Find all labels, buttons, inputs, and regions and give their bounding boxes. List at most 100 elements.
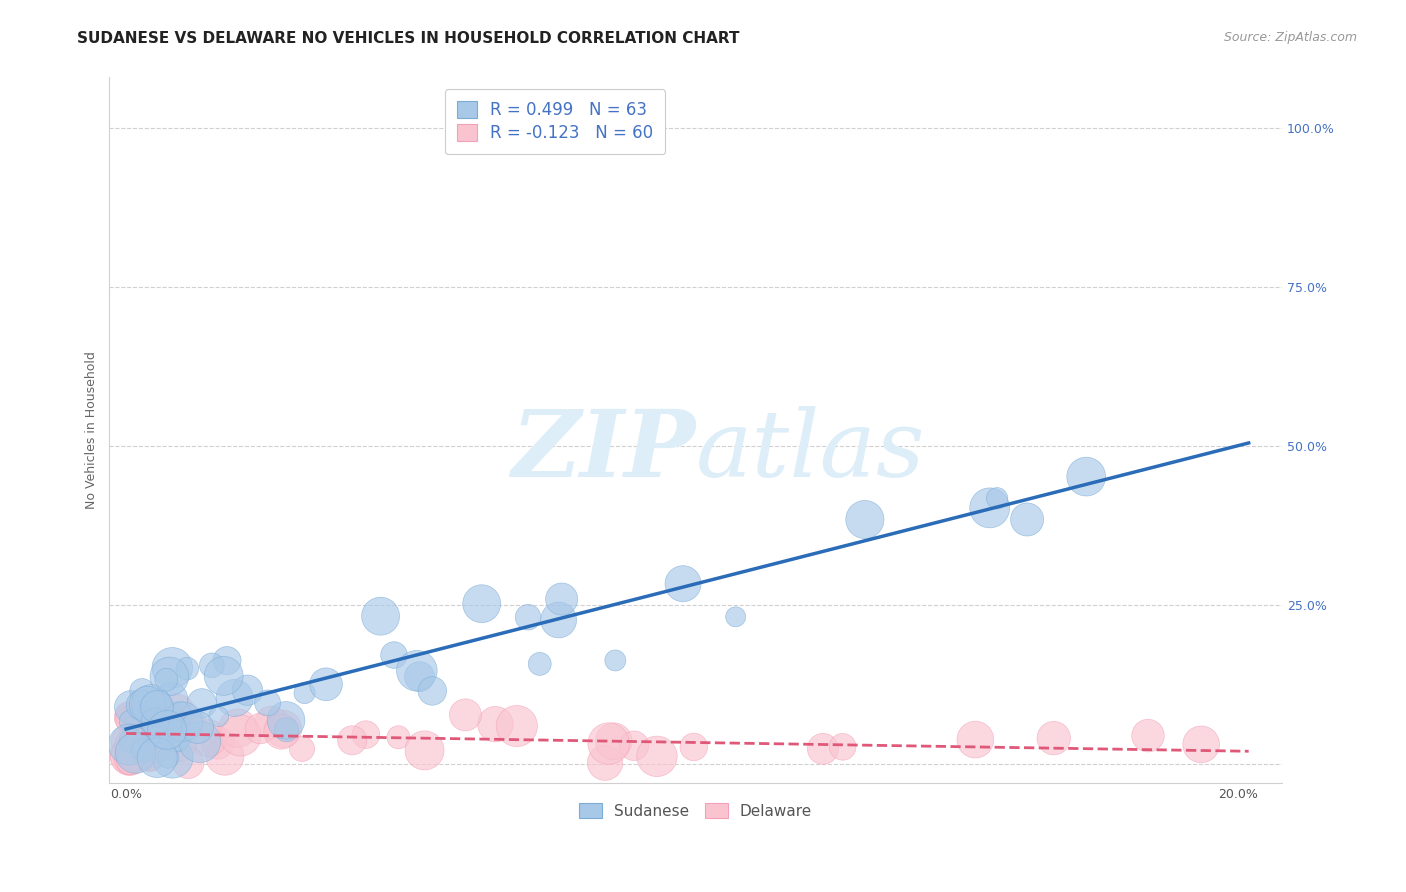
- Point: [382, 648, 405, 662]
- Point: [118, 738, 141, 752]
- Point: [831, 739, 853, 754]
- Point: [1017, 512, 1039, 526]
- Point: [118, 756, 141, 770]
- Point: [132, 718, 155, 732]
- Point: [120, 714, 142, 728]
- Point: [340, 733, 363, 747]
- Point: [672, 576, 695, 591]
- Point: [118, 707, 141, 722]
- Point: [260, 715, 283, 730]
- Point: [547, 613, 569, 627]
- Point: [506, 719, 529, 733]
- Point: [125, 706, 148, 721]
- Legend: Sudanese, Delaware: Sudanese, Delaware: [574, 797, 818, 825]
- Point: [145, 739, 167, 754]
- Point: [118, 710, 141, 724]
- Point: [408, 670, 430, 684]
- Point: [127, 721, 149, 735]
- Point: [136, 708, 159, 723]
- Point: [138, 693, 160, 707]
- Point: [249, 722, 271, 736]
- Point: [291, 742, 314, 756]
- Point: [413, 743, 436, 757]
- Point: [118, 735, 141, 749]
- Point: [146, 720, 169, 734]
- Point: [682, 739, 704, 754]
- Point: [294, 686, 316, 700]
- Point: [124, 739, 146, 753]
- Point: [141, 698, 163, 712]
- Point: [420, 684, 443, 698]
- Text: atlas: atlas: [696, 407, 925, 497]
- Point: [271, 722, 294, 736]
- Point: [167, 737, 190, 751]
- Point: [124, 746, 146, 760]
- Point: [315, 677, 337, 691]
- Point: [188, 735, 211, 749]
- Point: [226, 721, 249, 735]
- Text: Source: ZipAtlas.com: Source: ZipAtlas.com: [1223, 31, 1357, 45]
- Point: [165, 729, 187, 743]
- Point: [270, 724, 292, 739]
- Point: [1076, 469, 1098, 483]
- Point: [623, 739, 645, 753]
- Point: [157, 750, 180, 764]
- Point: [143, 714, 166, 729]
- Point: [236, 683, 259, 698]
- Point: [181, 716, 204, 731]
- Point: [155, 712, 177, 726]
- Point: [120, 754, 142, 768]
- Point: [454, 707, 477, 722]
- Point: [186, 721, 208, 735]
- Point: [471, 597, 494, 611]
- Point: [212, 669, 235, 683]
- Point: [165, 706, 187, 720]
- Point: [166, 733, 188, 747]
- Point: [146, 699, 169, 714]
- Point: [724, 609, 747, 624]
- Point: [986, 491, 1008, 506]
- Point: [229, 729, 252, 743]
- Point: [118, 713, 141, 727]
- Point: [1189, 737, 1212, 751]
- Point: [162, 661, 184, 675]
- Point: [201, 658, 224, 673]
- Point: [811, 741, 834, 756]
- Point: [162, 750, 184, 764]
- Point: [484, 717, 506, 731]
- Point: [256, 696, 278, 710]
- Point: [853, 512, 876, 526]
- Point: [134, 738, 156, 752]
- Y-axis label: No Vehicles in Household: No Vehicles in Household: [86, 351, 98, 509]
- Point: [224, 690, 246, 705]
- Point: [208, 709, 231, 723]
- Point: [605, 653, 627, 667]
- Point: [131, 698, 153, 712]
- Point: [1137, 729, 1160, 743]
- Point: [979, 500, 1001, 515]
- Text: SUDANESE VS DELAWARE NO VEHICLES IN HOUSEHOLD CORRELATION CHART: SUDANESE VS DELAWARE NO VEHICLES IN HOUS…: [77, 31, 740, 46]
- Point: [118, 749, 141, 764]
- Point: [153, 723, 176, 737]
- Point: [593, 756, 616, 770]
- Point: [172, 714, 194, 729]
- Point: [145, 702, 167, 716]
- Point: [131, 683, 153, 698]
- Point: [370, 609, 392, 624]
- Point: [207, 736, 229, 750]
- Point: [139, 723, 162, 738]
- Point: [191, 697, 214, 711]
- Point: [156, 735, 179, 749]
- Point: [1042, 731, 1064, 746]
- Point: [167, 707, 190, 722]
- Point: [139, 753, 162, 767]
- Point: [387, 731, 409, 745]
- Point: [146, 729, 169, 743]
- Point: [149, 708, 172, 723]
- Point: [645, 749, 668, 764]
- Point: [177, 756, 200, 770]
- Point: [118, 752, 141, 766]
- Point: [157, 669, 180, 683]
- Point: [118, 748, 141, 763]
- Point: [214, 749, 236, 764]
